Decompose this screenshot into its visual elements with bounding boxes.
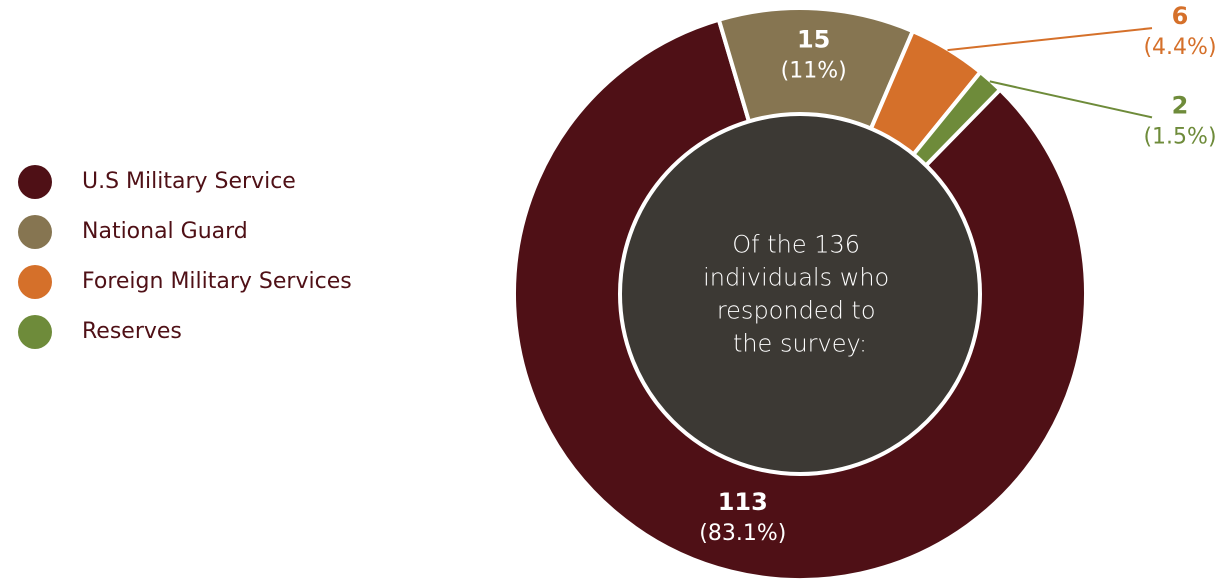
leader-line-reserves [989,80,1153,119]
center-text-line-4: the survey: [733,330,867,358]
slice-value-foreign-military-services: 6 [1172,2,1189,30]
legend-swatch-us-military-service [18,165,52,199]
legend-label-national-guard: National Guard [82,219,248,244]
center-text-line-3: responded to [717,297,876,325]
slice-value-national-guard: 15 [797,25,830,53]
slice-value-us-military-service: 113 [718,488,768,516]
center-text-line-1: Of the 136 [732,231,860,259]
legend-label-us-military-service: U.S Military Service [82,169,296,194]
leader-line-foreign-military-services [947,27,1153,52]
center-text-line-2: individuals who [703,264,889,292]
slice-percent-national-guard: (11%) [781,58,847,83]
slice-labels: 113 (83.1%) 15 (11%) 6 (4.4%) 2 (1.5%) [699,2,1216,546]
legend-label-reserves: Reserves [82,319,182,344]
legend-swatch-reserves [18,315,52,349]
slice-percent-us-military-service: (83.1%) [699,521,786,546]
legend-swatch-national-guard [18,215,52,249]
center-text: Of the 136 individuals who responded to … [703,231,897,358]
donut-center-circle [618,112,982,476]
legend-swatch-foreign-military-services [18,265,52,299]
legend-label-foreign-military-services: Foreign Military Services [82,269,352,294]
slice-percent-reserves: (1.5%) [1143,124,1216,149]
slice-percent-foreign-military-services: (4.4%) [1143,35,1216,60]
slice-value-reserves: 2 [1172,91,1189,119]
